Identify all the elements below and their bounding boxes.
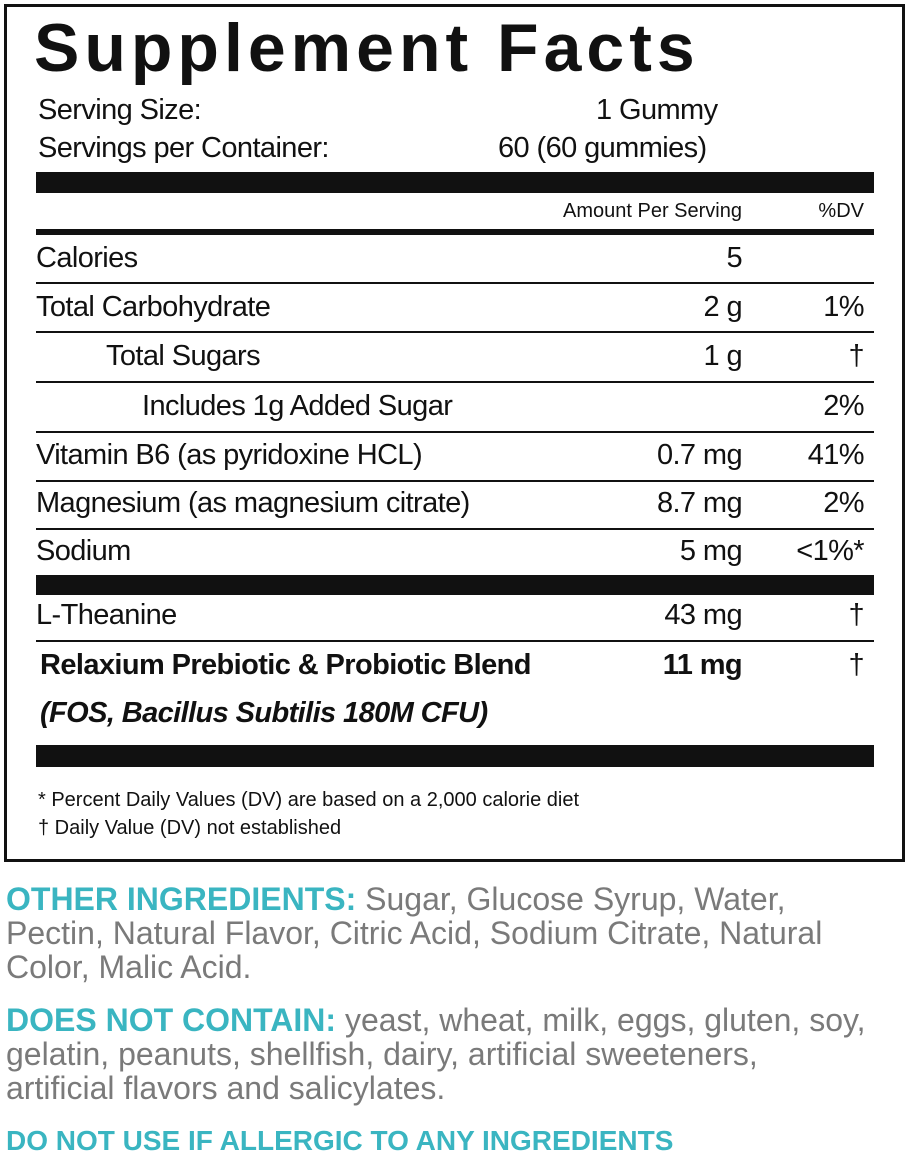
daily-value: 41%: [807, 439, 865, 471]
footnote: * Percent Daily Values (DV) are based on…: [38, 789, 580, 811]
daily-value: <1%*: [796, 535, 864, 567]
nutrient-name: Total Carbohydrate: [36, 291, 271, 323]
text: yeast, wheat, milk, eggs, gluten, soy, g…: [6, 1002, 866, 1106]
footnote: † Daily Value (DV) not established: [38, 817, 342, 839]
warning: DO NOT USE IF ALLERGIC TO ANY INGREDIENT…: [6, 1125, 674, 1156]
thick-bar: [36, 172, 874, 193]
facts-box: [4, 4, 905, 862]
amount: 2 g: [703, 291, 742, 323]
daily-value: 1%: [823, 291, 864, 323]
nutrient-name: Calories: [36, 242, 138, 274]
header-amount: Amount Per Serving: [563, 200, 742, 222]
title: Supplement Facts: [34, 10, 700, 86]
amount: 5 mg: [679, 535, 743, 567]
blend-detail: (FOS, Bacillus Subtilis 180M CFU): [40, 697, 488, 729]
medium-bar: [36, 229, 874, 235]
daily-value: 2%: [823, 390, 864, 422]
row-divider: [36, 331, 874, 333]
label: OTHER INGREDIENTS:: [6, 881, 357, 917]
amount: 0.7 mg: [656, 439, 743, 471]
amount: 8.7 mg: [656, 487, 743, 519]
nutrient-name: Total Sugars: [106, 340, 261, 372]
amount: 43 mg: [664, 599, 742, 631]
row-divider: [36, 381, 874, 383]
serving-value: 1 Gummy: [596, 94, 718, 126]
daily-value: 2%: [823, 487, 864, 519]
daily-value: †: [848, 649, 864, 681]
row-divider: [36, 431, 874, 433]
serving-value: 60 (60 gummies): [498, 132, 707, 164]
nutrient-name: Includes 1g Added Sugar: [142, 390, 453, 422]
header-dv: %DV: [818, 200, 864, 222]
thick-bar: [36, 745, 874, 767]
amount: 1 g: [703, 340, 742, 372]
label: DOES NOT CONTAIN:: [6, 1002, 337, 1038]
nutrient-name: Vitamin B6 (as pyridoxine HCL): [36, 439, 423, 471]
nutrient-name: Relaxium Prebiotic & Probiotic Blend: [40, 649, 531, 681]
row-divider: [36, 480, 874, 482]
text: Sugar, Glucose Syrup, Water, Pectin, Nat…: [6, 881, 823, 985]
serving-label: Serving Size:: [38, 94, 202, 126]
thick-bar: [36, 575, 874, 595]
serving-label: Servings per Container:: [38, 132, 329, 164]
daily-value: †: [848, 599, 864, 631]
nutrient-name: L-Theanine: [36, 599, 177, 631]
other-ingredients: OTHER INGREDIENTS: Sugar, Glucose Syrup,…: [6, 882, 866, 984]
row-divider: [36, 640, 874, 642]
nutrient-name: Sodium: [36, 535, 131, 567]
daily-value: †: [848, 340, 864, 372]
row-divider: [36, 528, 874, 530]
nutrient-name: Magnesium (as magnesium citrate): [36, 487, 470, 519]
amount: 5: [726, 242, 742, 274]
does-not-contain: DOES NOT CONTAIN: yeast, wheat, milk, eg…: [6, 1003, 866, 1105]
row-divider: [36, 282, 874, 284]
amount: 11 mg: [662, 649, 743, 681]
